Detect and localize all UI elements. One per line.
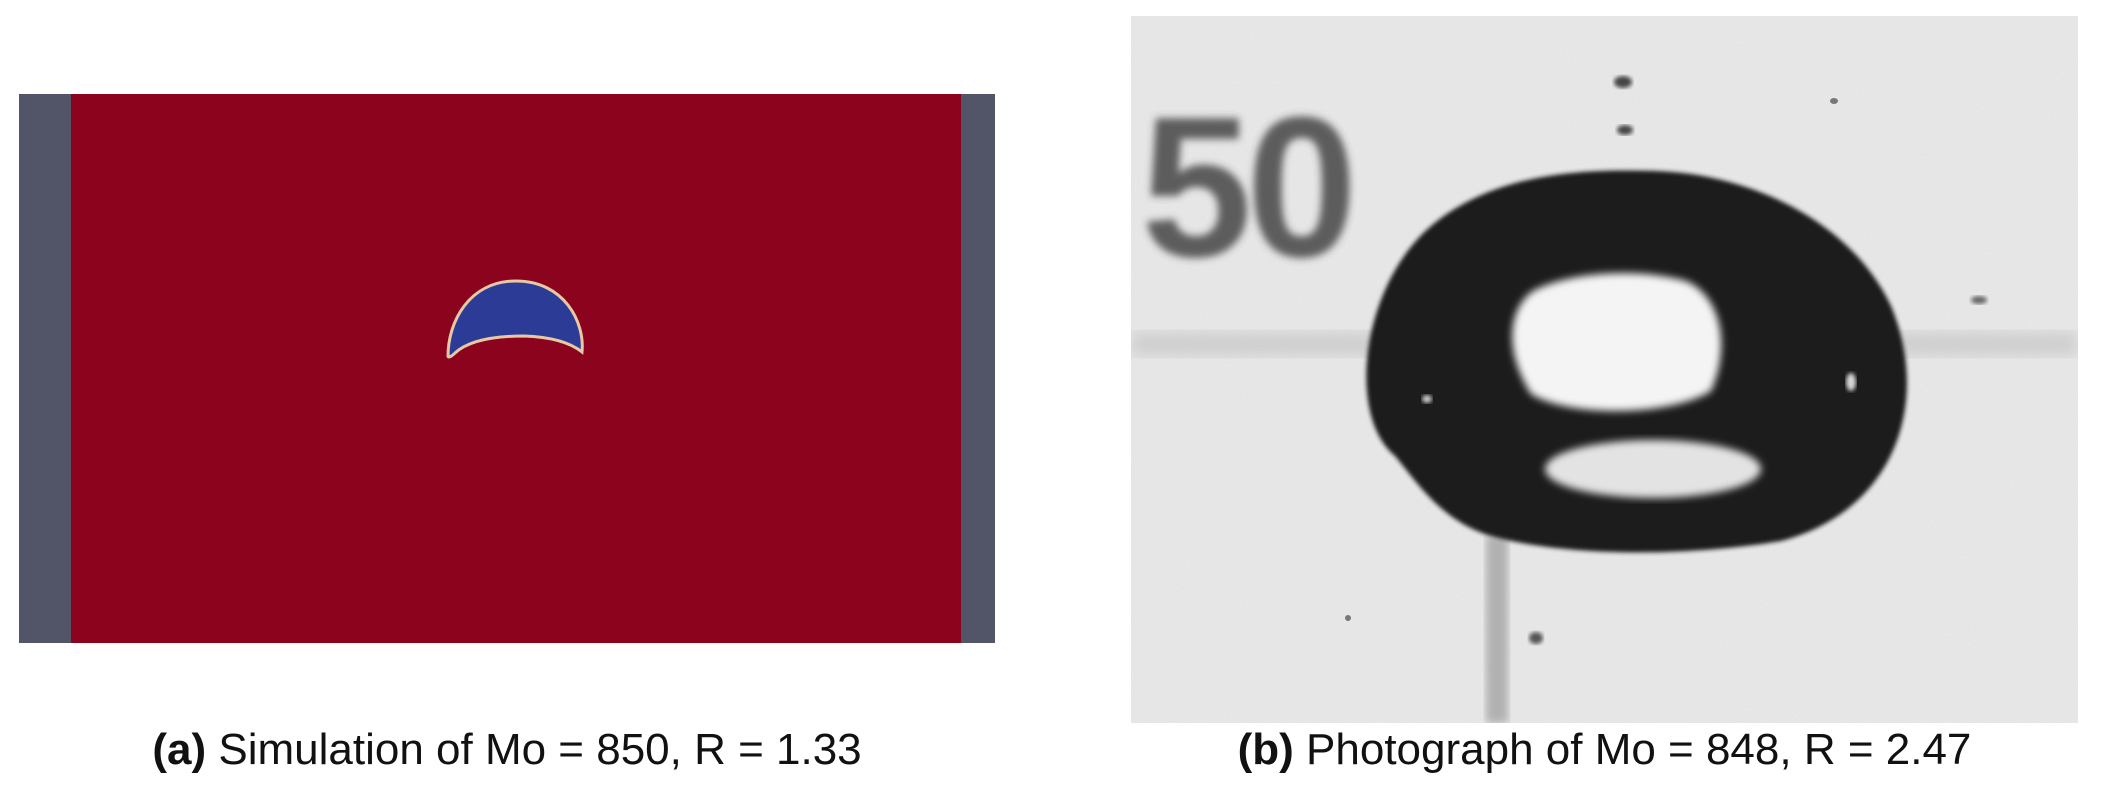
simulation-image	[19, 94, 995, 643]
caption-b-text: Photograph of Mo = 848, R = 2.47	[1306, 725, 1972, 774]
simulation-panel	[19, 94, 995, 643]
photo-speck	[1614, 76, 1632, 88]
left-wall	[19, 94, 71, 643]
photo-speck	[1529, 632, 1543, 644]
photograph-image: 50	[1131, 16, 2078, 723]
photo-speck	[1971, 296, 1987, 304]
right-wall	[961, 94, 995, 643]
photo-scale-label: 50	[1141, 76, 1351, 299]
bubble-wake-region	[1512, 273, 1722, 411]
caption-a: (a) Simulation of Mo = 850, R = 1.33	[19, 722, 995, 778]
photograph-panel: 50	[1131, 16, 2078, 723]
caption-b: (b) Photograph of Mo = 848, R = 2.47	[1131, 722, 2078, 778]
photo-speck	[1617, 125, 1633, 135]
bubble-highlight	[1846, 373, 1856, 391]
caption-a-text: Simulation of Mo = 850, R = 1.33	[218, 725, 862, 774]
photo-speck	[1345, 615, 1351, 621]
caption-a-tag: (a)	[152, 725, 207, 774]
bubble-highlight	[1422, 395, 1432, 403]
caption-b-tag: (b)	[1237, 725, 1294, 774]
bubble-wake-base	[1545, 440, 1761, 498]
simulation-fluid-domain	[19, 94, 995, 643]
simulated-bubble	[446, 279, 584, 359]
photo-speck	[1830, 98, 1838, 104]
